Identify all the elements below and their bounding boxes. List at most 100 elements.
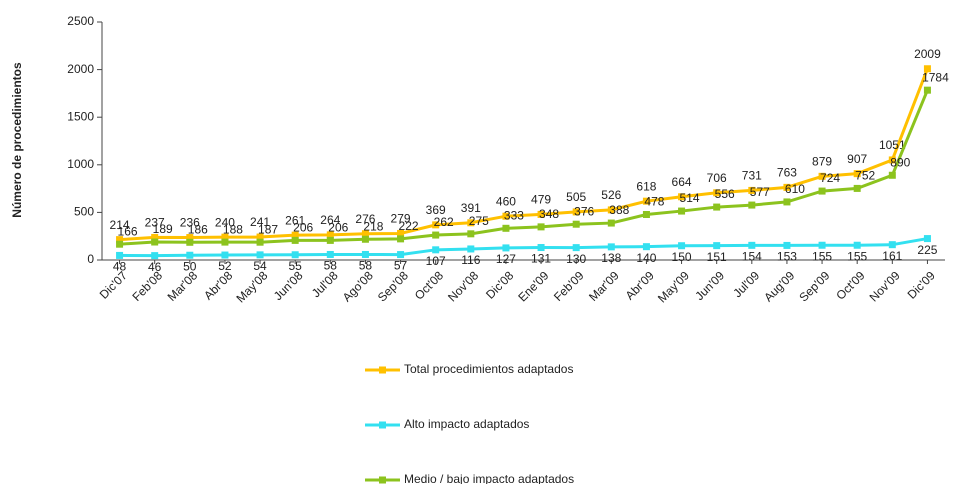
marker (748, 186, 756, 194)
data-label: 58 (324, 259, 338, 273)
x-tick-label: Mar'09 (586, 268, 622, 304)
y-axis-label: Número de procedimientos (10, 62, 24, 218)
x-tick-label: Dic'08 (483, 268, 516, 301)
marker (678, 242, 686, 250)
marker (678, 207, 686, 215)
data-label: 48 (113, 260, 127, 274)
data-label: 2009 (914, 47, 941, 61)
data-label: 150 (672, 250, 692, 264)
data-label: 186 (188, 222, 208, 236)
marker (397, 251, 405, 259)
data-label: 279 (391, 212, 411, 226)
marker (116, 240, 124, 248)
y-tick-label: 1500 (67, 109, 94, 123)
data-label: 155 (847, 249, 867, 263)
data-label: 526 (601, 188, 621, 202)
x-tick-label: Ago'08 (340, 268, 376, 304)
data-label: 116 (461, 253, 480, 267)
marker (397, 235, 405, 243)
x-tick-label: Jul'09 (730, 268, 762, 300)
x-tick-label: Jun'09 (692, 268, 727, 303)
marker (853, 170, 861, 178)
y-tick-label: 2000 (67, 62, 94, 76)
marker (186, 251, 194, 259)
data-label: 556 (715, 187, 735, 201)
marker (467, 230, 475, 238)
marker (151, 233, 159, 241)
data-label: 241 (250, 215, 270, 229)
x-tick-label: Oct'08 (412, 268, 446, 302)
x-tick-label: Mar'08 (165, 268, 201, 304)
marker (221, 233, 229, 241)
data-label: 153 (777, 250, 797, 264)
marker (888, 156, 896, 164)
marker (748, 201, 756, 209)
marker (502, 244, 510, 252)
x-tick-label: Sep'09 (796, 268, 832, 304)
legend-label: Alto impacto adaptados (404, 417, 529, 431)
marker (537, 223, 545, 231)
data-label: 276 (355, 212, 375, 226)
data-label: 724 (820, 171, 840, 185)
y-tick-label: 2500 (67, 14, 94, 28)
data-label: 577 (750, 185, 770, 199)
x-tick-label: Oct'09 (833, 268, 867, 302)
data-label: 478 (644, 195, 664, 209)
marker (607, 206, 615, 214)
marker (678, 193, 686, 201)
marker (291, 236, 299, 244)
marker (818, 241, 826, 249)
marker (853, 241, 861, 249)
data-label: 1784 (922, 70, 949, 84)
marker (537, 210, 545, 218)
marker (642, 210, 650, 218)
marker (572, 220, 580, 228)
x-tick-label: Ene'09 (515, 268, 551, 304)
marker (116, 251, 124, 259)
data-label: 610 (785, 182, 805, 196)
marker (713, 189, 721, 197)
marker (888, 241, 896, 249)
marker (397, 229, 405, 237)
data-label: 130 (566, 252, 586, 266)
marker (116, 236, 124, 244)
data-label: 890 (890, 155, 910, 169)
data-label: 262 (434, 215, 454, 229)
legend-label: Medio / bajo impacto adaptados (404, 472, 574, 484)
data-label: 46 (148, 260, 162, 274)
marker (432, 246, 440, 254)
marker (361, 250, 369, 258)
series-line (119, 237, 928, 258)
data-label: 731 (742, 169, 762, 183)
marker (783, 183, 791, 191)
marker (923, 86, 931, 94)
x-tick-label: Aug'09 (761, 268, 797, 304)
marker (607, 219, 615, 227)
data-label: 58 (359, 259, 373, 273)
data-label: 460 (496, 194, 516, 208)
data-label: 166 (118, 224, 138, 238)
marker (783, 241, 791, 249)
marker (361, 230, 369, 238)
data-label: 161 (882, 249, 902, 263)
marker (502, 224, 510, 232)
x-tick-label: Dic'09 (905, 268, 938, 301)
marker (818, 187, 826, 195)
marker (221, 238, 229, 246)
data-label: 333 (504, 208, 524, 222)
marker (572, 208, 580, 216)
data-label: 50 (183, 259, 197, 273)
data-label: 206 (328, 221, 348, 235)
marker (151, 252, 159, 260)
marker (326, 250, 334, 258)
legend-label: Total procedimientos adaptados (404, 362, 573, 376)
data-label: 237 (145, 216, 165, 230)
data-label: 236 (180, 216, 200, 230)
data-label: 154 (742, 250, 762, 264)
series-line (119, 89, 929, 246)
data-label: 52 (218, 259, 232, 273)
data-label: 348 (539, 207, 559, 221)
x-tick-label: May'09 (655, 268, 692, 305)
marker (151, 238, 159, 246)
